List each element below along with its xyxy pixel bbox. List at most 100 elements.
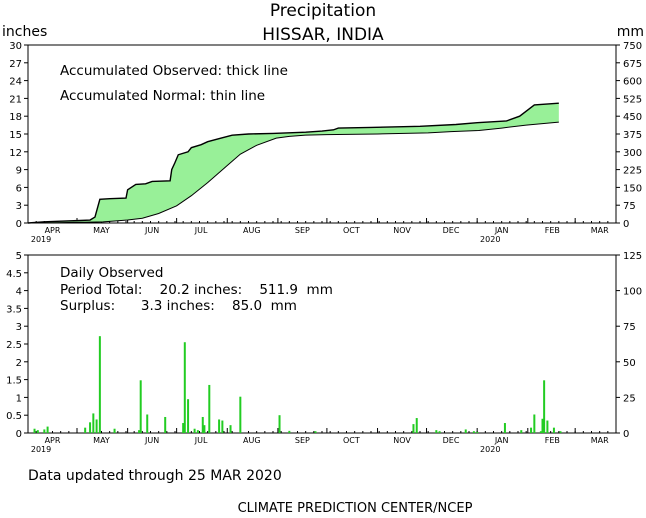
daily-bar (476, 431, 479, 433)
bottom-ytick-left: 3 (16, 322, 22, 333)
top-ytick-right: 300 (623, 148, 642, 159)
daily-bar (415, 418, 418, 433)
top-ytick-left: 27 (9, 59, 22, 70)
daily-bar (559, 431, 562, 433)
bottom-ytick-right: 100 (623, 287, 642, 298)
bottom-ytick-right: 0 (623, 429, 629, 440)
legend-observed: Accumulated Observed: thick line (60, 63, 288, 79)
daily-bar (503, 423, 506, 433)
top-xtick-month: AUG (243, 226, 261, 235)
daily-bar (208, 384, 211, 433)
bottom-ytick-left: 0 (16, 429, 22, 440)
bottom-xtick-month: NOV (393, 436, 411, 445)
daily-bar (92, 413, 95, 433)
bottom-xtick-month: SEP (295, 436, 310, 445)
top-ytick-left: 6 (16, 183, 22, 194)
bottom-ytick-left: 3.5 (6, 304, 22, 315)
top-xtick-month: SEP (295, 226, 310, 235)
bottom-xtick-month: OCT (343, 436, 360, 445)
daily-bar (182, 423, 185, 433)
bottom-ytick-left: 2 (16, 358, 22, 369)
top-xtick-month: JUN (144, 226, 159, 235)
top-ylabel-left: inches (2, 24, 47, 40)
bottom-ytick-left: 4.5 (6, 269, 22, 280)
daily-bar (193, 428, 196, 433)
top-xtick-month: MAR (591, 226, 609, 235)
daily-bar (221, 420, 224, 433)
bottom-ytick-left: 1.5 (6, 376, 22, 387)
daily-bar (314, 431, 317, 433)
top-xtick-month: APR (45, 226, 61, 235)
accumulated-observed-line (27, 102, 559, 224)
top-xtick-month: JUL (194, 226, 208, 235)
top-xtick-month: FEB (545, 226, 560, 235)
top-xtick-year: 2020 (480, 235, 500, 244)
bottom-ytick-left: 0.5 (6, 411, 22, 422)
daily-bar (546, 420, 549, 433)
daily-bar (552, 427, 555, 433)
daily-bar (84, 427, 87, 433)
top-xtick-month: MAY (93, 226, 110, 235)
chart-subtitle: HISSAR, INDIA (262, 25, 384, 45)
daily-bar (435, 430, 438, 433)
daily-bar (164, 416, 167, 433)
top-ytick-right: 450 (623, 112, 642, 123)
top-ytick-right: 525 (623, 94, 642, 105)
bottom-ytick-right: 125 (623, 251, 642, 262)
daily-bar (412, 424, 415, 433)
top-ytick-right: 75 (623, 201, 636, 212)
top-xtick-month: NOV (393, 226, 411, 235)
top-ytick-right: 0 (623, 219, 629, 230)
bottom-ytick-right: 50 (623, 358, 636, 369)
bottom-xtick-year: 2020 (480, 445, 500, 454)
accumulated-normal-line (27, 121, 559, 224)
daily-bar (472, 431, 475, 433)
period-total: Period Total: 20.2 inches: 511.9 mm (60, 282, 333, 298)
bottom-ytick-right: 75 (623, 322, 636, 333)
top-xtick-month: DEC (443, 226, 460, 235)
daily-bar (89, 422, 92, 433)
bottom-xtick-month: MAY (93, 436, 110, 445)
daily-bar (183, 342, 186, 433)
daily-bar (278, 415, 281, 433)
daily-bar (113, 428, 116, 433)
surplus: Surplus: 3.3 inches: 85.0 mm (60, 298, 297, 314)
surplus-area-fill (28, 103, 559, 223)
top-ytick-left: 15 (9, 130, 22, 141)
chart-title: Precipitation (270, 1, 376, 21)
top-ytick-right: 600 (623, 77, 642, 88)
bottom-ytick-left: 2.5 (6, 340, 22, 351)
bottom-ytick-left: 5 (16, 251, 22, 262)
daily-bar (438, 431, 441, 433)
top-xtick-month: OCT (343, 226, 360, 235)
daily-bar (464, 429, 467, 433)
daily-bar (239, 396, 242, 433)
daily-bar (46, 426, 49, 433)
daily-bar (36, 430, 39, 433)
top-ytick-left: 12 (9, 148, 22, 159)
daily-bar (533, 414, 536, 433)
daily-bar (43, 429, 46, 433)
legend-normal: Accumulated Normal: thin line (60, 88, 265, 104)
top-ytick-left: 0 (16, 219, 22, 230)
daily-bar (229, 425, 232, 433)
bottom-xtick-month: AUG (243, 436, 261, 445)
top-ytick-left: 9 (16, 166, 22, 177)
top-xtick-year: 2019 (31, 235, 51, 244)
daily-bar (543, 380, 546, 433)
daily-bar (539, 431, 542, 433)
footer-credit: CLIMATE PREDICTION CENTER/NCEP (238, 501, 473, 516)
top-ytick-left: 3 (16, 201, 22, 212)
daily-bar (218, 419, 221, 433)
bottom-ytick-left: 4 (16, 287, 22, 298)
daily-bar (146, 414, 149, 433)
top-ytick-right: 225 (623, 166, 642, 177)
bottom-ytick-left: 1 (16, 393, 22, 404)
top-ytick-right: 150 (623, 183, 642, 194)
bottom-ytick-right: 25 (623, 393, 636, 404)
bottom-xtick-month: APR (45, 436, 61, 445)
top-ytick-left: 24 (9, 77, 22, 88)
top-ytick-left: 30 (9, 41, 22, 52)
daily-bar (520, 430, 523, 433)
